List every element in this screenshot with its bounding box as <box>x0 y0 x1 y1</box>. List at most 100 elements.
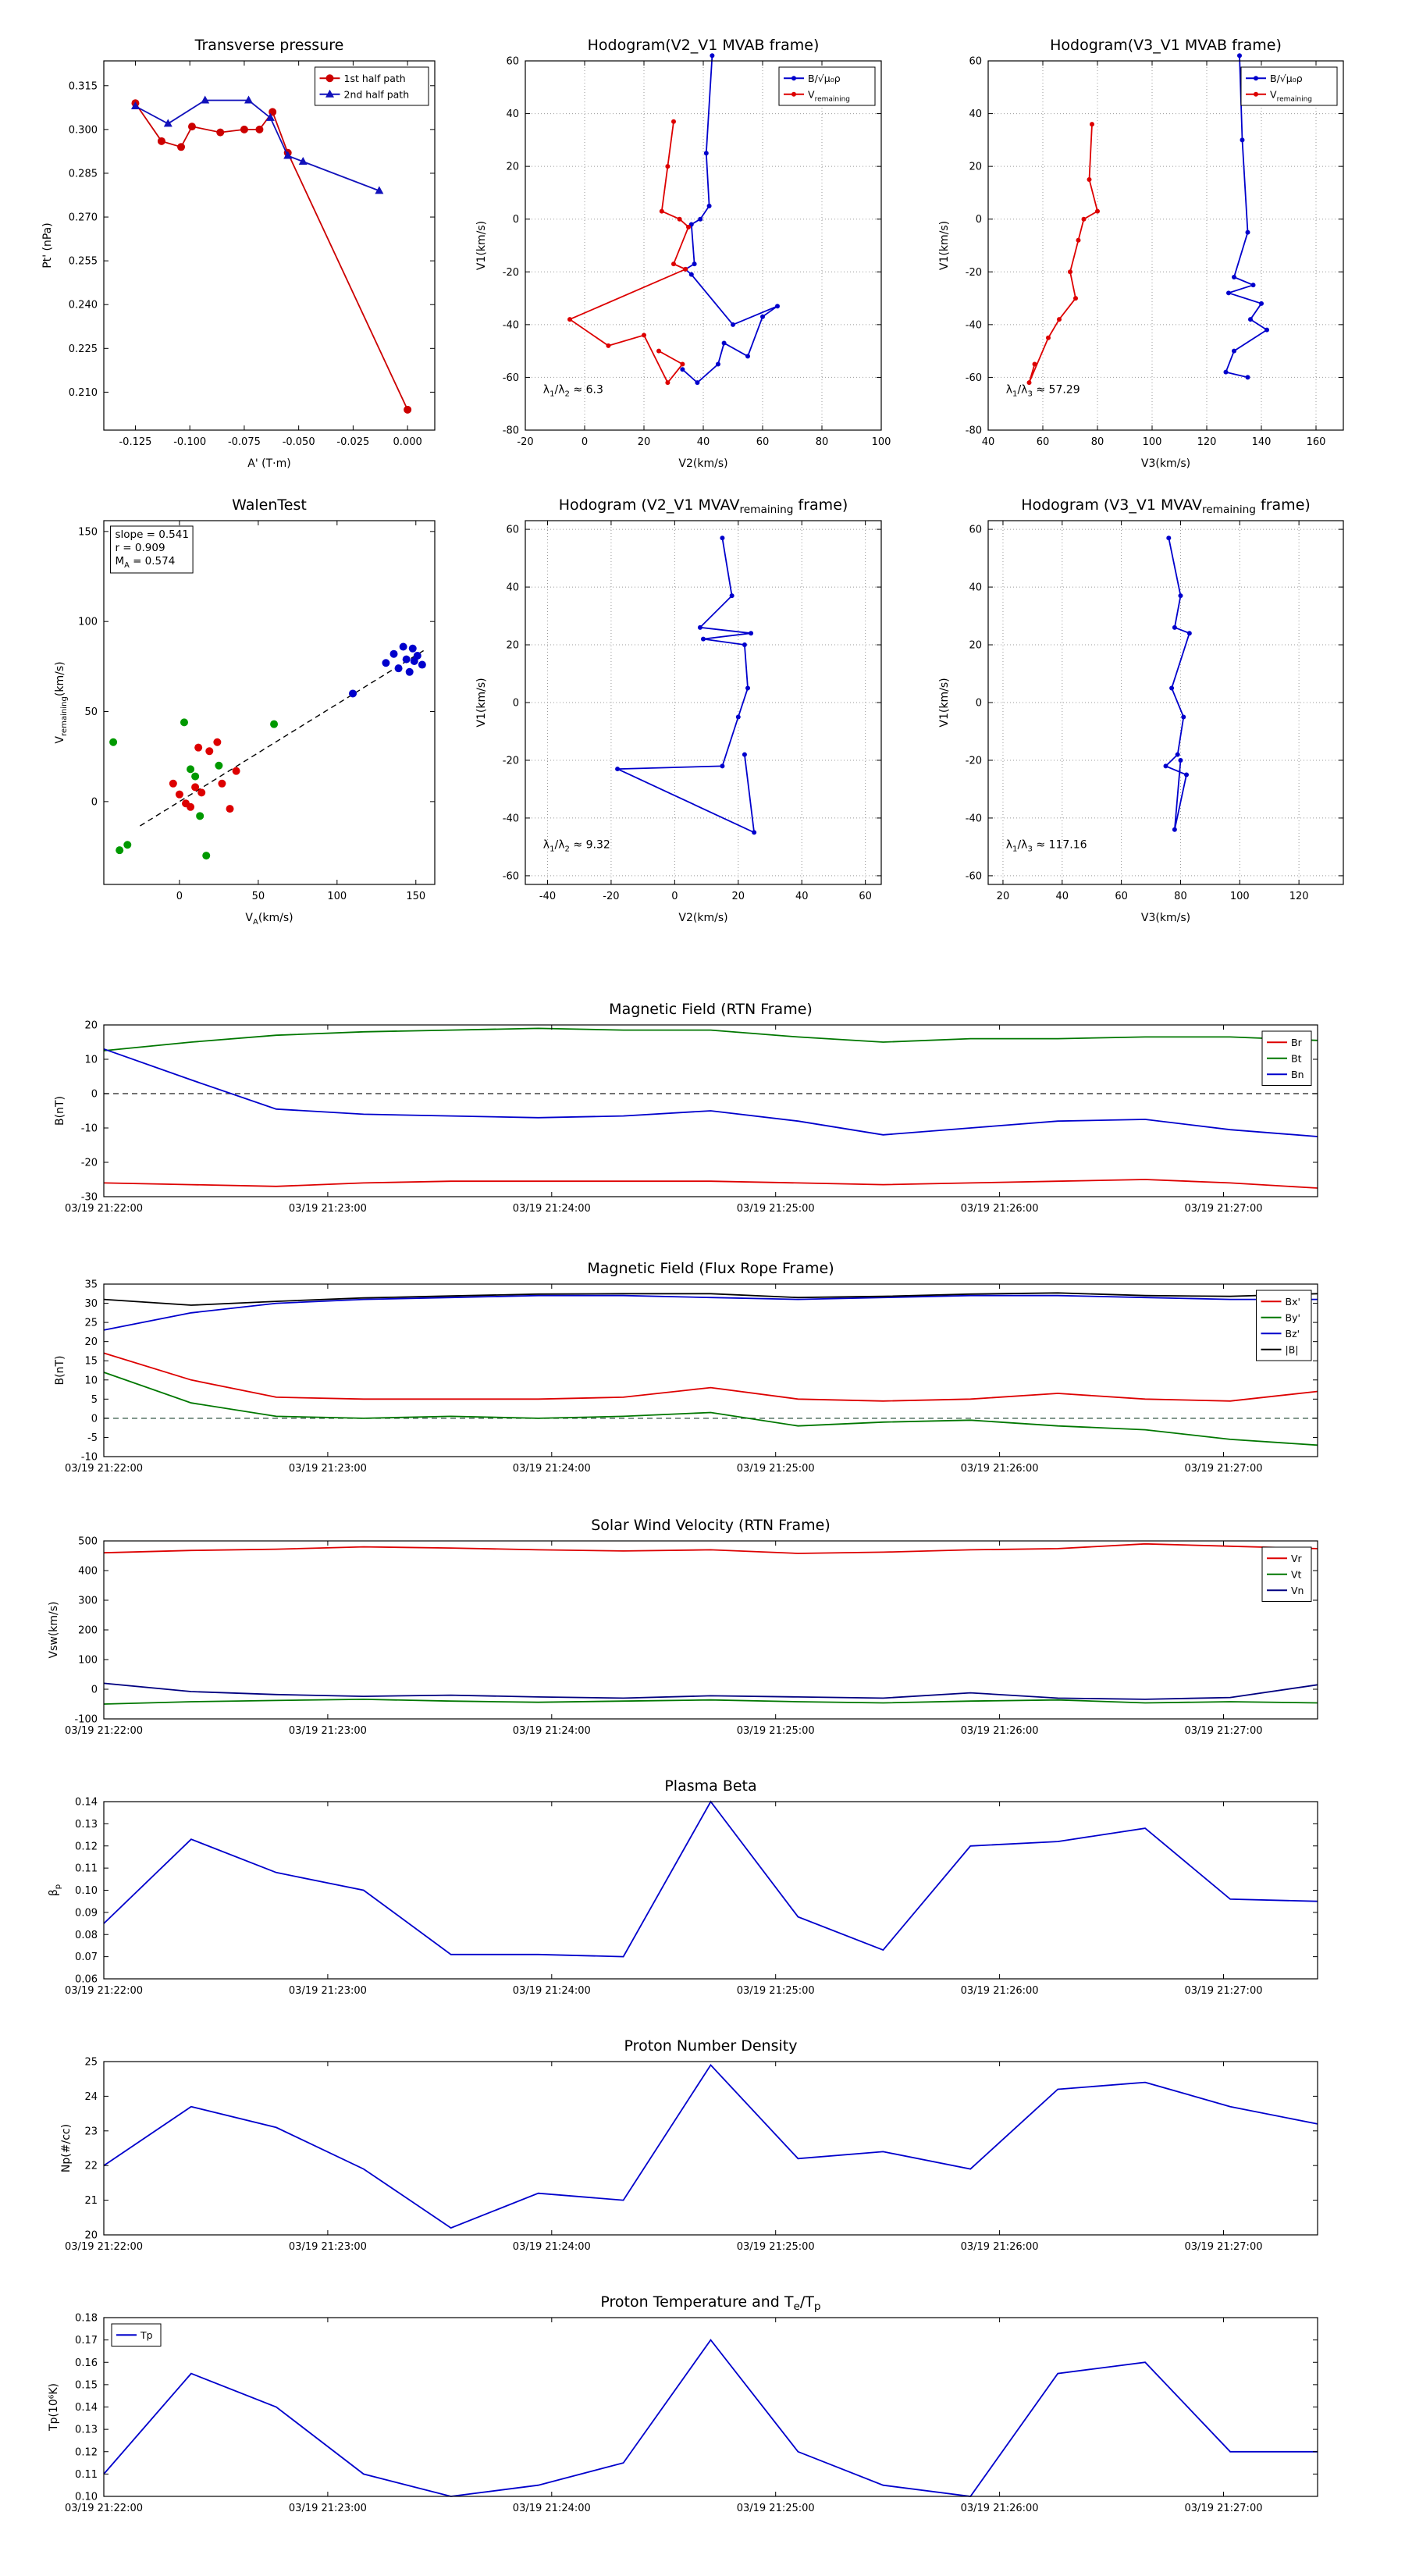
svg-text:03/19 21:25:00: 03/19 21:25:00 <box>737 2241 815 2253</box>
svg-text:50: 50 <box>84 706 98 718</box>
svg-text:03/19 21:24:00: 03/19 21:24:00 <box>513 1203 591 1215</box>
svg-text:-20: -20 <box>517 436 533 448</box>
svg-text:0.255: 0.255 <box>69 256 98 268</box>
svg-text:0.12: 0.12 <box>75 2446 98 2458</box>
svg-text:03/19 21:24:00: 03/19 21:24:00 <box>513 1985 591 1997</box>
svg-text:V3(km/s): V3(km/s) <box>1141 912 1190 924</box>
svg-text:λ1/λ3 ≈ 117.16: λ1/λ3 ≈ 117.16 <box>1006 838 1087 853</box>
svg-text:-20: -20 <box>603 891 619 902</box>
svg-text:λ1/λ2 ≈ 6.3: λ1/λ2 ≈ 6.3 <box>543 384 603 399</box>
svg-text:03/19 21:25:00: 03/19 21:25:00 <box>737 1985 815 1997</box>
svg-text:03/19 21:26:00: 03/19 21:26:00 <box>961 1725 1039 1737</box>
svg-text:20: 20 <box>84 1020 98 1032</box>
svg-text:0: 0 <box>976 698 982 710</box>
svg-text:Vremaining: Vremaining <box>1270 88 1312 103</box>
svg-text:30: 30 <box>84 1298 98 1310</box>
svg-text:λ1/λ3 ≈ 57.29: λ1/λ3 ≈ 57.29 <box>1006 384 1080 399</box>
svg-text:10: 10 <box>84 1055 98 1066</box>
svg-text:03/19 21:27:00: 03/19 21:27:00 <box>1185 1463 1263 1475</box>
svg-text:-0.050: -0.050 <box>283 436 315 448</box>
svg-text:80: 80 <box>816 436 829 448</box>
svg-text:03/19 21:24:00: 03/19 21:24:00 <box>513 1463 591 1475</box>
svg-text:-40: -40 <box>539 891 556 902</box>
svg-text:0.13: 0.13 <box>75 1819 98 1831</box>
svg-text:2nd half path: 2nd half path <box>344 88 410 100</box>
chart-hodogram-v3v1-mvab: 40 60 80 100 120 140 160 -80 -60 -40 -20 0 20 40 60 Hod… <box>938 37 1344 470</box>
svg-text:03/19 21:24:00: 03/19 21:24:00 <box>513 2503 591 2514</box>
chart-hodogram-v2v1-mvab: -20 0 20 40 60 80 100 -80 -60 -40 -20 0 20 40 60 Hodogr… <box>475 37 891 470</box>
svg-text:Magnetic Field (RTN Frame): Magnetic Field (RTN Frame) <box>609 1001 813 1018</box>
svg-text:03/19 21:23:00: 03/19 21:23:00 <box>289 1725 367 1737</box>
svg-text:0: 0 <box>91 796 98 808</box>
svg-text:Bz': Bz' <box>1286 1328 1300 1340</box>
svg-text:100: 100 <box>78 1655 98 1667</box>
svg-text:03/19 21:22:00: 03/19 21:22:00 <box>65 2241 143 2253</box>
svg-text:03/19 21:22:00: 03/19 21:22:00 <box>65 2503 143 2514</box>
svg-text:15: 15 <box>84 1356 98 1368</box>
svg-text:Vt: Vt <box>1291 1568 1302 1580</box>
svg-text:03/19 21:26:00: 03/19 21:26:00 <box>961 2503 1039 2514</box>
svg-text:03/19 21:23:00: 03/19 21:23:00 <box>289 1463 367 1475</box>
svg-text:40: 40 <box>982 436 995 448</box>
svg-text:-100: -100 <box>74 1714 98 1726</box>
svg-text:1st half path: 1st half path <box>344 73 406 84</box>
svg-text:0.225: 0.225 <box>69 343 98 355</box>
svg-text:03/19 21:26:00: 03/19 21:26:00 <box>961 1203 1039 1215</box>
svg-text:Solar Wind Velocity (RTN Frame: Solar Wind Velocity (RTN Frame) <box>591 1517 831 1534</box>
svg-text:-40: -40 <box>503 319 519 331</box>
chart-hodogram-v3v1-mvav: 20 40 60 80 100 120 -60 -40 -20 0 20 40 60 Hodogram (… <box>938 496 1344 924</box>
chart-transverse-pressure: -0.125 -0.100 -0.075 -0.050 -0.025 0.000 0.210… <box>41 37 436 470</box>
svg-text:150: 150 <box>78 526 98 538</box>
svg-text:03/19 21:27:00: 03/19 21:27:00 <box>1185 1985 1263 1997</box>
chart-magnetic-field-rtn: 03/19 21:22:00 03/19 21:23:00 03/19 21:24:… <box>54 1001 1318 1215</box>
svg-text:03/19 21:22:00: 03/19 21:22:00 <box>65 1463 143 1475</box>
svg-text:25: 25 <box>84 2057 98 2069</box>
svg-text:400: 400 <box>78 1566 98 1578</box>
svg-text:03/19 21:23:00: 03/19 21:23:00 <box>289 2503 367 2514</box>
svg-text:-60: -60 <box>966 372 982 384</box>
svg-text:λ1/λ2 ≈ 9.32: λ1/λ2 ≈ 9.32 <box>543 838 610 853</box>
svg-text:slope = 0.541: slope = 0.541 <box>115 528 188 541</box>
svg-text:03/19 21:27:00: 03/19 21:27:00 <box>1185 1203 1263 1215</box>
svg-text:20: 20 <box>638 436 651 448</box>
svg-text:0: 0 <box>976 214 982 226</box>
svg-text:Vn: Vn <box>1291 1585 1304 1596</box>
svg-text:35: 35 <box>84 1279 98 1291</box>
svg-text:03/19 21:24:00: 03/19 21:24:00 <box>513 1725 591 1737</box>
svg-text:03/19 21:25:00: 03/19 21:25:00 <box>737 1463 815 1475</box>
svg-text:-0.025: -0.025 <box>336 436 369 448</box>
svg-text:V2(km/s): V2(km/s) <box>678 457 727 470</box>
svg-text:r = 0.909: r = 0.909 <box>115 542 165 554</box>
svg-text:Vsw(km/s): Vsw(km/s) <box>48 1601 60 1658</box>
chart-plasma-beta: 03/19 21:22:00 03/19 21:23:00 03/19 21:24:… <box>48 1777 1318 1997</box>
svg-text:20: 20 <box>969 640 982 652</box>
svg-text:Hodogram (V3_V1 MVAVremaining: Hodogram (V3_V1 MVAVremaining frame) <box>1021 496 1311 516</box>
svg-text:WalenTest: WalenTest <box>232 496 307 514</box>
svg-text:0.08: 0.08 <box>75 1930 98 1941</box>
svg-text:VA(km/s): VA(km/s) <box>245 912 293 927</box>
svg-text:0: 0 <box>91 1685 98 1696</box>
svg-text:100: 100 <box>327 891 347 902</box>
svg-text:V1(km/s): V1(km/s) <box>475 221 488 270</box>
svg-text:-0.125: -0.125 <box>119 436 151 448</box>
svg-text:22: 22 <box>84 2161 98 2172</box>
svg-text:120: 120 <box>1197 436 1217 448</box>
svg-text:-0.075: -0.075 <box>228 436 261 448</box>
svg-text:-80: -80 <box>966 425 982 437</box>
svg-text:03/19 21:25:00: 03/19 21:25:00 <box>737 1725 815 1737</box>
svg-text:V1(km/s): V1(km/s) <box>938 221 951 270</box>
svg-text:300: 300 <box>78 1596 98 1607</box>
svg-text:Tp: Tp <box>140 2329 153 2341</box>
svg-text:A' (T·m): A' (T·m) <box>247 457 290 470</box>
svg-text:03/19 21:27:00: 03/19 21:27:00 <box>1185 2241 1263 2253</box>
svg-text:60: 60 <box>1115 891 1128 902</box>
svg-text:25: 25 <box>84 1318 98 1329</box>
svg-text:-40: -40 <box>966 319 982 331</box>
svg-text:140: 140 <box>1252 436 1272 448</box>
svg-text:Pt' (nPa): Pt' (nPa) <box>41 222 54 268</box>
svg-text:-30: -30 <box>81 1192 98 1204</box>
svg-text:0: 0 <box>176 891 183 902</box>
svg-text:0.17: 0.17 <box>75 2335 98 2347</box>
svg-text:0: 0 <box>513 214 519 226</box>
